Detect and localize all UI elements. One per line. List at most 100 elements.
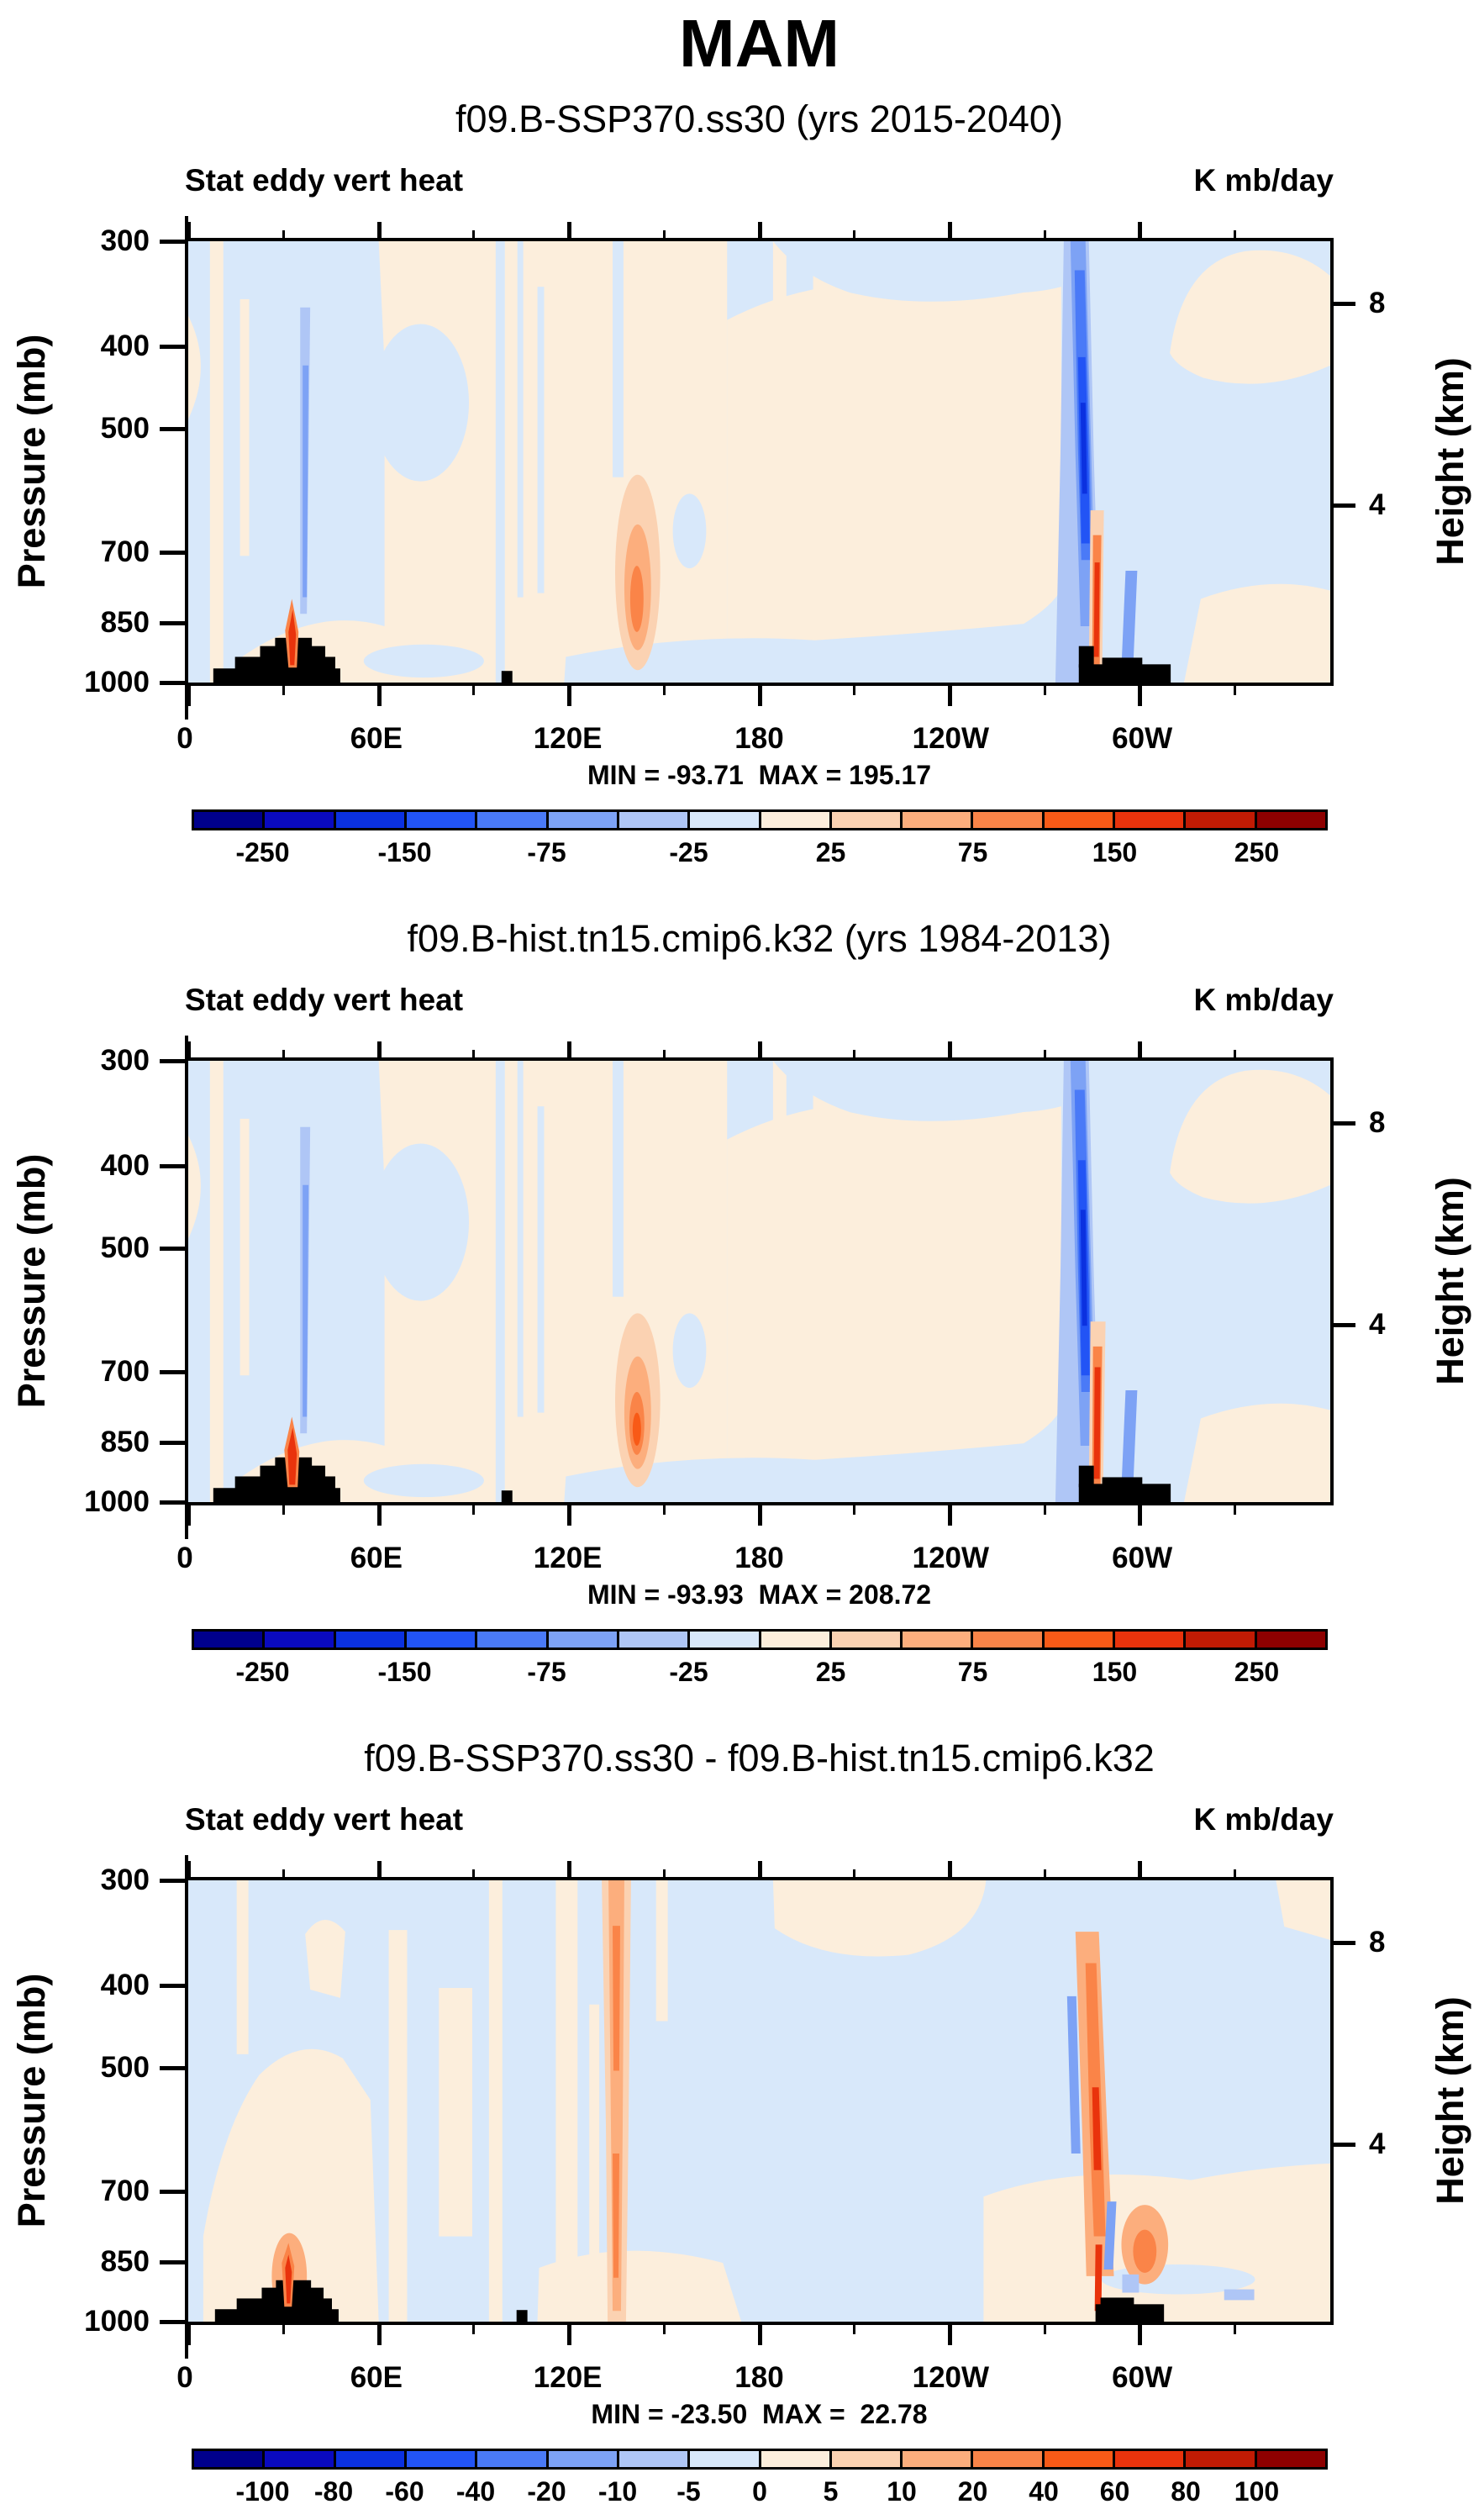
pressure-axis-title: Pressure (mb): [10, 334, 53, 589]
colorbar-labels: -250 -150 -75 -25 25 75 150 250: [192, 837, 1328, 869]
x-axis-minor-tick: [1234, 2322, 1237, 2334]
x-axis-major-tick: [757, 222, 762, 241]
x-axis-tick-label: 60E: [350, 2361, 403, 2394]
contour-field: [188, 1880, 1330, 2322]
colorbar-segment: [690, 2451, 761, 2467]
height-axis-tick: [1330, 1121, 1355, 1126]
x-axis-minor-tick: [472, 2322, 476, 2334]
colorbar-labels: -250 -150 -75 -25 25 75 150 250: [192, 1657, 1328, 1689]
colorbar-tick-label: -80: [313, 2476, 354, 2507]
colorbar-segment: [477, 1632, 549, 1647]
units-label: K mb/day: [1193, 163, 1334, 198]
colorbar-tick-label: 100: [1234, 2476, 1280, 2507]
plot-area: 300 400 500 700 850 1000 8 4: [84, 1855, 1385, 2359]
height-axis-tick-label: 4: [1369, 488, 1386, 521]
x-axis-minor-tick: [472, 1869, 476, 1880]
x-axis-major-tick: [187, 222, 191, 241]
colorbar-tick-label: -5: [676, 2476, 701, 2507]
colorbar-segment: [761, 2451, 832, 2467]
x-axis-minor-tick: [282, 2322, 285, 2334]
x-axis-major-tick: [948, 222, 952, 241]
field-label: Stat eddy vert heat: [185, 163, 464, 198]
x-axis-major-tick: [187, 1502, 191, 1526]
x-axis-tick-label: 60W: [1112, 1542, 1173, 1574]
colorbar-segment: [1044, 2451, 1116, 2467]
x-axis-tick-label: 0: [176, 2361, 193, 2394]
pressure-axis-tick: [160, 1441, 188, 1446]
x-axis-major-tick: [376, 2322, 382, 2345]
x-axis-minor-tick: [662, 1869, 666, 1880]
subtitle-row: Stat eddy vert heat K mb/day: [185, 983, 1334, 1018]
x-axis-major-tick: [757, 683, 762, 706]
x-axis-major-tick: [187, 683, 191, 706]
height-axis-tick-label: 4: [1369, 2127, 1386, 2160]
x-axis-labels: 0 60E 120E 180 120W 60W: [176, 1542, 1334, 1576]
colorbar-tick-label: 25: [815, 1657, 846, 1687]
pressure-axis-tick-label: 300: [100, 224, 150, 257]
x-axis-minor-tick: [1043, 1502, 1046, 1515]
x-axis-minor-tick: [282, 230, 285, 241]
colorbar-segment: [194, 812, 266, 828]
min-max-stats: MIN = -93.93 MAX = 208.72: [587, 1579, 932, 1610]
x-axis-minor-tick: [662, 683, 666, 695]
colorbar-segment: [335, 1632, 407, 1647]
x-axis-labels: 0 60E 120E 180 120W 60W: [176, 723, 1334, 757]
pressure-axis-tick-label: 700: [100, 535, 150, 568]
x-axis-minor-tick: [662, 230, 666, 241]
x-axis-tick-label: 120E: [533, 2361, 603, 2394]
x-axis-minor-tick: [282, 1869, 285, 1880]
x-axis-major-tick: [566, 2322, 571, 2345]
x-axis-major-tick: [1138, 222, 1143, 241]
panel-title: f09.B-SSP370.ss30 - f09.B-hist.tn15.cmip…: [364, 1737, 1155, 1779]
pressure-axis-tick-label: 1000: [84, 2305, 150, 2338]
panel-title: f09.B-SSP370.ss30 (yrs 2015-2040): [455, 98, 1063, 140]
x-axis-major-tick: [187, 1041, 191, 1061]
contour-field: [188, 1061, 1330, 1502]
colorbar-tick-label: 150: [1092, 837, 1138, 867]
x-axis-minor-tick: [472, 683, 476, 695]
colorbar-tick-label: -60: [385, 2476, 424, 2507]
x-axis-minor-tick: [1043, 230, 1046, 241]
pressure-axis-tick-label: 300: [100, 1044, 150, 1077]
x-axis-major-tick: [1138, 1041, 1143, 1061]
x-axis-minor-tick: [853, 2322, 856, 2334]
colorbar-segment: [406, 2451, 478, 2467]
colorbar-segment: [406, 1632, 478, 1647]
colorbar-segment: [477, 2451, 549, 2467]
colorbar-segment: [1044, 1632, 1116, 1647]
pressure-axis-tick: [160, 1164, 188, 1169]
x-axis-minor-tick: [853, 1502, 856, 1515]
x-axis-minor-tick: [662, 2322, 666, 2334]
colorbar-labels: -100 -80 -60 -40 -20 -10 -5 0 5 10 20 40 60 80 100: [192, 2476, 1328, 2508]
height-axis-tick: [1330, 503, 1355, 508]
x-axis-minor-tick: [1234, 1050, 1237, 1061]
height-axis-tick-label: 8: [1369, 1106, 1386, 1140]
x-axis-tick-label: 60E: [350, 1542, 403, 1574]
x-axis-minor-tick: [472, 230, 476, 241]
colorbar-tick-label: 20: [957, 2476, 988, 2507]
colorbar: [192, 809, 1328, 830]
colorbar-segment: [831, 812, 903, 828]
x-axis-major-tick: [566, 1502, 571, 1526]
x-axis-minor-tick: [853, 1050, 856, 1061]
x-axis-major-tick: [948, 2322, 952, 2345]
x-axis-major-tick: [1138, 2322, 1143, 2345]
colorbar-tick-label: 80: [1171, 2476, 1201, 2507]
pressure-axis-tick-label: 850: [100, 1426, 150, 1459]
colorbar-tick-label: 5: [823, 2476, 839, 2507]
x-axis-tick-label: 0: [176, 722, 193, 755]
panel-title: f09.B-hist.tn15.cmip6.k32 (yrs 1984-2013…: [407, 917, 1112, 960]
colorbar-segment: [1115, 1632, 1187, 1647]
x-axis-major-tick: [948, 1861, 952, 1880]
subtitle-row: Stat eddy vert heat K mb/day: [185, 1802, 1334, 1837]
height-axis-tick: [1330, 1941, 1355, 1946]
x-axis-tick-label: 120E: [533, 1542, 603, 1574]
pressure-axis-tick-label: 400: [100, 1149, 150, 1183]
pressure-axis-tick: [160, 1059, 188, 1063]
x-axis-major-tick: [948, 683, 952, 706]
pressure-axis-tick: [160, 345, 188, 350]
height-axis-title: Height (km): [1429, 1177, 1471, 1385]
colorbar-segment: [548, 812, 619, 828]
x-axis-labels: 0 60E 120E 180 120W 60W: [176, 2361, 1334, 2396]
pressure-axis-tick-label: 1000: [84, 1485, 150, 1518]
